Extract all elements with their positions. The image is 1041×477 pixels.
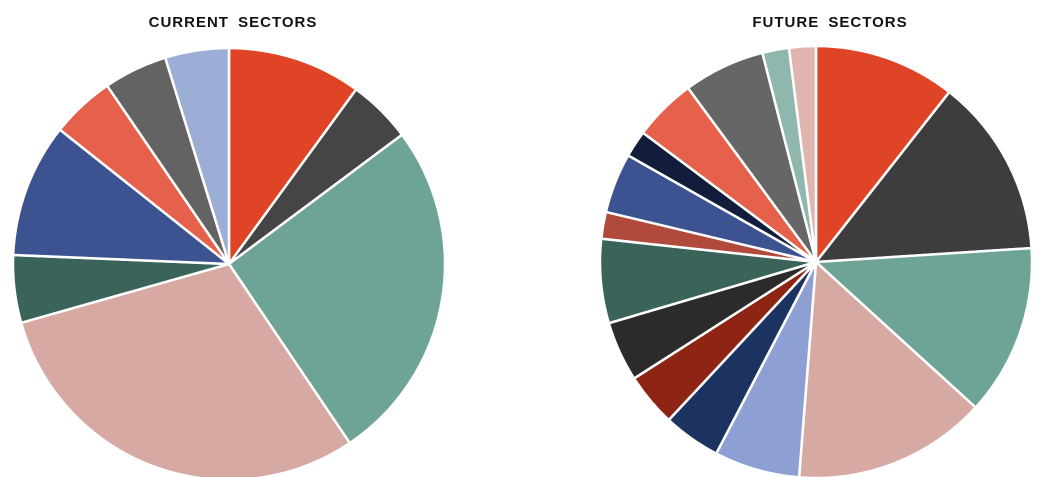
future-sectors-slice-1 [814, 44, 951, 264]
current-sectors-slice-6 [11, 128, 231, 266]
chart-title-current-sectors: CURRENT SECTORS [148, 14, 318, 31]
chart-title-future-sectors: FUTURE SECTORS [752, 14, 908, 31]
future-sectors-slice-2 [814, 90, 1033, 264]
future-sectors-slice-3 [814, 246, 1034, 409]
current-sectors-slice-1 [227, 46, 358, 266]
future-sectors-slice-16 [787, 44, 818, 264]
future-sectors-slice-4 [797, 260, 977, 477]
current-sectors-slice-3 [227, 133, 447, 445]
current-sectors-slice-4 [19, 262, 352, 477]
current-sectors-slice-9 [163, 46, 231, 266]
